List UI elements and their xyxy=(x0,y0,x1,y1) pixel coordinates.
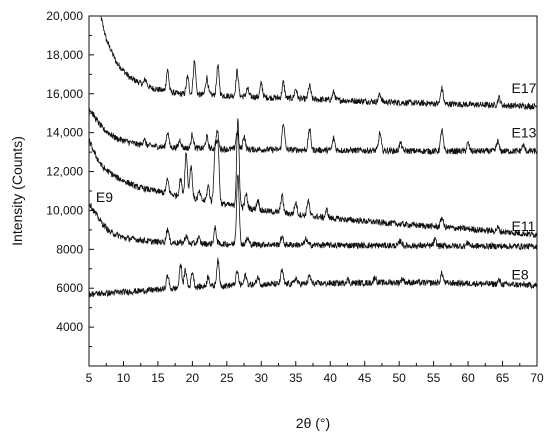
y-tick-label: 4000 xyxy=(56,320,83,334)
y-axis-title: Intensity (Counts) xyxy=(9,136,25,246)
series-label-e11: E11 xyxy=(511,218,535,234)
x-tick-label: 55 xyxy=(427,371,441,385)
y-tick-label: 16,000 xyxy=(46,87,83,101)
x-tick-label: 60 xyxy=(461,371,475,385)
y-tick-label: 12,000 xyxy=(46,165,83,179)
y-tick-label: 18,000 xyxy=(46,48,83,62)
x-tick-label: 20 xyxy=(186,371,200,385)
series-line-e9 xyxy=(88,173,538,251)
y-tick-label: 6000 xyxy=(56,281,83,295)
x-tick-label: 45 xyxy=(358,371,372,385)
y-tick-label: 8000 xyxy=(56,242,83,256)
series-layer: E17 E13 E11 E9 E8 xyxy=(88,15,538,298)
series-label-e9: E9 xyxy=(96,189,113,205)
x-tick-label: 5 xyxy=(86,371,93,385)
series-line-e13 xyxy=(88,106,538,155)
x-tick-label: 15 xyxy=(151,371,165,385)
x-tick-label: 30 xyxy=(255,371,269,385)
series-label-e8: E8 xyxy=(511,267,528,283)
y-tick-label: 10,000 xyxy=(46,203,83,217)
series-line-e8 xyxy=(88,257,538,298)
x-axis-title: 2θ (°) xyxy=(296,415,330,431)
y-tick-label: 20,000 xyxy=(46,9,83,23)
series-line-e11 xyxy=(88,118,538,239)
series-label-e17: E17 xyxy=(511,80,536,96)
series-line-e17 xyxy=(99,15,538,111)
y-tick-label: 14,000 xyxy=(46,126,83,140)
x-tick-label: 65 xyxy=(496,371,510,385)
x-tick-label: 25 xyxy=(220,371,234,385)
series-label-e13: E13 xyxy=(511,125,536,141)
x-tick-label: 70 xyxy=(530,371,544,385)
x-tick-label: 40 xyxy=(324,371,338,385)
x-tick-label: 35 xyxy=(289,371,303,385)
axis-layer: 5 10 15 20 25 30 35 40 45 50 55 60 65 70 4000 6000 8000 1… xyxy=(46,9,544,385)
x-tick-label: 10 xyxy=(117,371,131,385)
x-tick-label: 50 xyxy=(392,371,406,385)
